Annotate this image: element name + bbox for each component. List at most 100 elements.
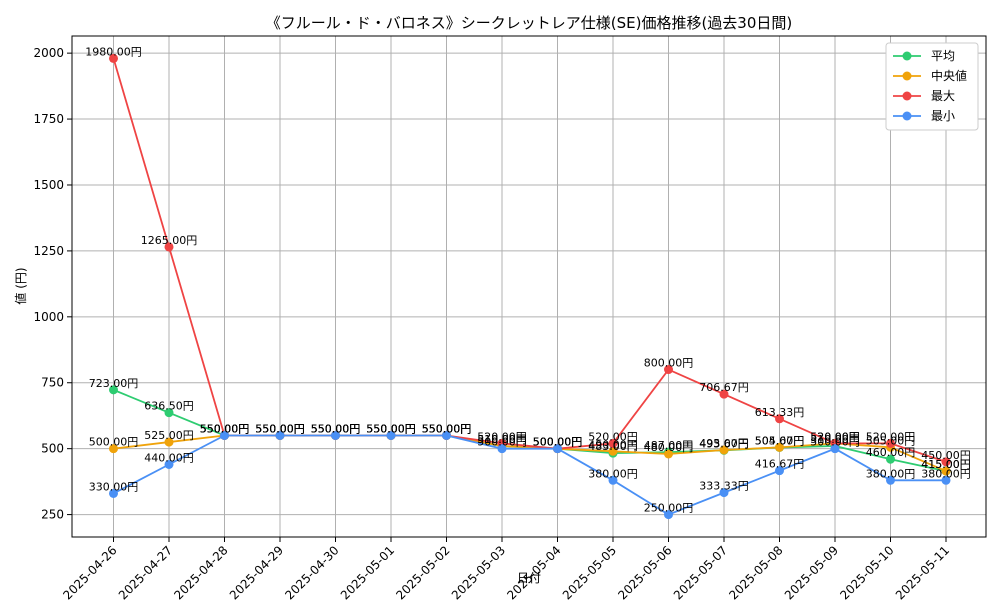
- series-0-data-label: 487.00円: [644, 439, 694, 452]
- series-3-point: [442, 430, 451, 440]
- series-2-point: [886, 438, 895, 448]
- series-3-point: [164, 459, 174, 469]
- series-1-data-label: 525.00円: [144, 429, 194, 442]
- x-tick-label: 2025-04-30: [282, 543, 341, 600]
- series-1-data-label: 505.00円: [755, 434, 805, 447]
- series-1-point: [775, 442, 784, 452]
- series-0-data-label: 504.67円: [755, 434, 805, 447]
- series-2-point: [164, 242, 174, 252]
- series-1-data-label: 505.00円: [866, 434, 916, 447]
- series-1-data-label: 510.00円: [477, 433, 527, 446]
- legend-box: [885, 42, 979, 131]
- series-0-data-label: 723.00円: [89, 377, 139, 390]
- series-1-data-label: 550.00円: [422, 422, 472, 435]
- series-1-data-label: 550.00円: [366, 422, 416, 435]
- x-axis-label: 日付: [517, 571, 541, 585]
- series-0-data-label: 550.00円: [422, 422, 472, 435]
- x-tick-label: 2025-05-07: [671, 543, 730, 600]
- series-1-data-label: 520.00円: [810, 430, 860, 443]
- legend-entry-0: 平均: [931, 49, 955, 63]
- series-0-point: [109, 385, 118, 395]
- series-2: [109, 53, 951, 467]
- series-1-data-label: 415.00円: [921, 458, 971, 471]
- series-3-data-label: 380.00円: [921, 467, 971, 480]
- series-2-data-label: 613.33円: [755, 406, 805, 419]
- series-0-data-label: 550.00円: [366, 422, 416, 435]
- series-layer: [109, 53, 951, 520]
- series-2-point: [664, 365, 673, 375]
- series-1-point: [941, 466, 951, 476]
- legend-entry-3: 最小: [931, 109, 955, 123]
- x-tick-label: 2025-04-29: [227, 543, 286, 600]
- series-3-line: [113, 434, 946, 516]
- series-0-point: [886, 454, 895, 464]
- series-3-point: [386, 430, 396, 440]
- series-0-data-label: 550.00円: [255, 422, 305, 435]
- series-3-data-label: 330.00円: [89, 480, 139, 493]
- x-tick-label: 2025-04-26: [60, 543, 119, 600]
- series-3-point: [497, 444, 507, 454]
- y-tick-label: 2000: [33, 46, 64, 60]
- data-labels: 723.00円 636.50円 550.00円 550.00円 550.00円 550.0…: [85, 45, 971, 514]
- series-1-data-label: 550.00円: [311, 422, 361, 435]
- series-3-data-label: 380.00円: [866, 467, 916, 480]
- series-2-data-label: 500.00円: [533, 436, 583, 449]
- series-2-data-label: 1980.00円: [85, 45, 142, 58]
- series-3-data-label: 550.00円: [255, 422, 305, 435]
- series-1-data-label: 550.00円: [255, 422, 305, 435]
- x-tick-label: 2025-05-06: [615, 543, 674, 600]
- axis-ticks: 2025-04-262025-04-272025-04-282025-04-29…: [33, 46, 952, 600]
- series-3-data-label: 500.00円: [810, 436, 860, 449]
- series-1-data-label: 495.00円: [699, 437, 749, 450]
- series-2-data-label: 800.00円: [644, 357, 694, 370]
- x-tick-label: 2025-05-11: [893, 543, 952, 600]
- series-0-data-label: 550.00円: [311, 422, 361, 435]
- series-2-data-label: 1265.00円: [141, 234, 198, 247]
- series-3-data-label: 250.00円: [644, 502, 694, 515]
- legend-marker-1: [902, 71, 912, 81]
- y-tick-label: 500: [41, 442, 64, 456]
- x-tick-label: 2025-04-28: [171, 543, 230, 600]
- series-3-point: [830, 444, 840, 454]
- series-0-data-label: 510.00円: [477, 433, 527, 446]
- plot-area: [71, 35, 987, 538]
- series-2-point: [109, 53, 118, 63]
- series-3-point: [109, 488, 118, 498]
- series-3-point: [608, 475, 618, 485]
- series-0-data-label: 550.00円: [200, 422, 250, 435]
- legend-entry-1: 中央値: [931, 68, 967, 83]
- x-tick-label: 2025-05-08: [726, 543, 785, 600]
- series-0-data-label: 483.00円: [588, 440, 638, 453]
- x-tick-label: 2025-05-05: [560, 543, 619, 600]
- series-3-point: [275, 430, 285, 440]
- x-tick-label: 2025-05-02: [393, 543, 452, 600]
- x-tick-label: 2025-05-03: [449, 543, 508, 600]
- y-tick-label: 750: [41, 376, 64, 390]
- series-2-data-label: 706.67円: [699, 381, 749, 394]
- legend-marker-0: [902, 51, 912, 61]
- series-2-point: [608, 438, 618, 448]
- series-1-data-label: 490.00円: [588, 438, 638, 451]
- series-0-data-label: 500.00円: [533, 436, 583, 449]
- y-tick-label: 1750: [33, 112, 64, 126]
- grid-lines: [72, 36, 986, 537]
- series-0-data-label: 460.00円: [866, 446, 916, 459]
- series-3-data-label: 550.00円: [311, 422, 361, 435]
- series-2-data-label: 550.00円: [366, 422, 416, 435]
- series-3-point: [553, 444, 562, 454]
- series-1-point: [109, 444, 118, 454]
- series-3-data-label: 500.00円: [477, 436, 527, 449]
- series-3-data-label: 550.00円: [366, 422, 416, 435]
- legend-marker-2: [902, 91, 912, 101]
- series-2-data-label: 520.00円: [588, 430, 638, 443]
- chart-title: 《フルール・ド・バロネス》シークレットレア仕様(SE)価格推移(過去30日間): [266, 14, 793, 32]
- series-1-point: [664, 449, 673, 459]
- series-1-data-label: 500.00円: [89, 436, 139, 449]
- series-1-point: [719, 445, 729, 455]
- series-3-data-label: 440.00円: [144, 451, 194, 464]
- series-3-data-label: 550.00円: [200, 422, 250, 435]
- series-3-point: [331, 430, 340, 440]
- series-1-data-label: 480.00円: [644, 441, 694, 454]
